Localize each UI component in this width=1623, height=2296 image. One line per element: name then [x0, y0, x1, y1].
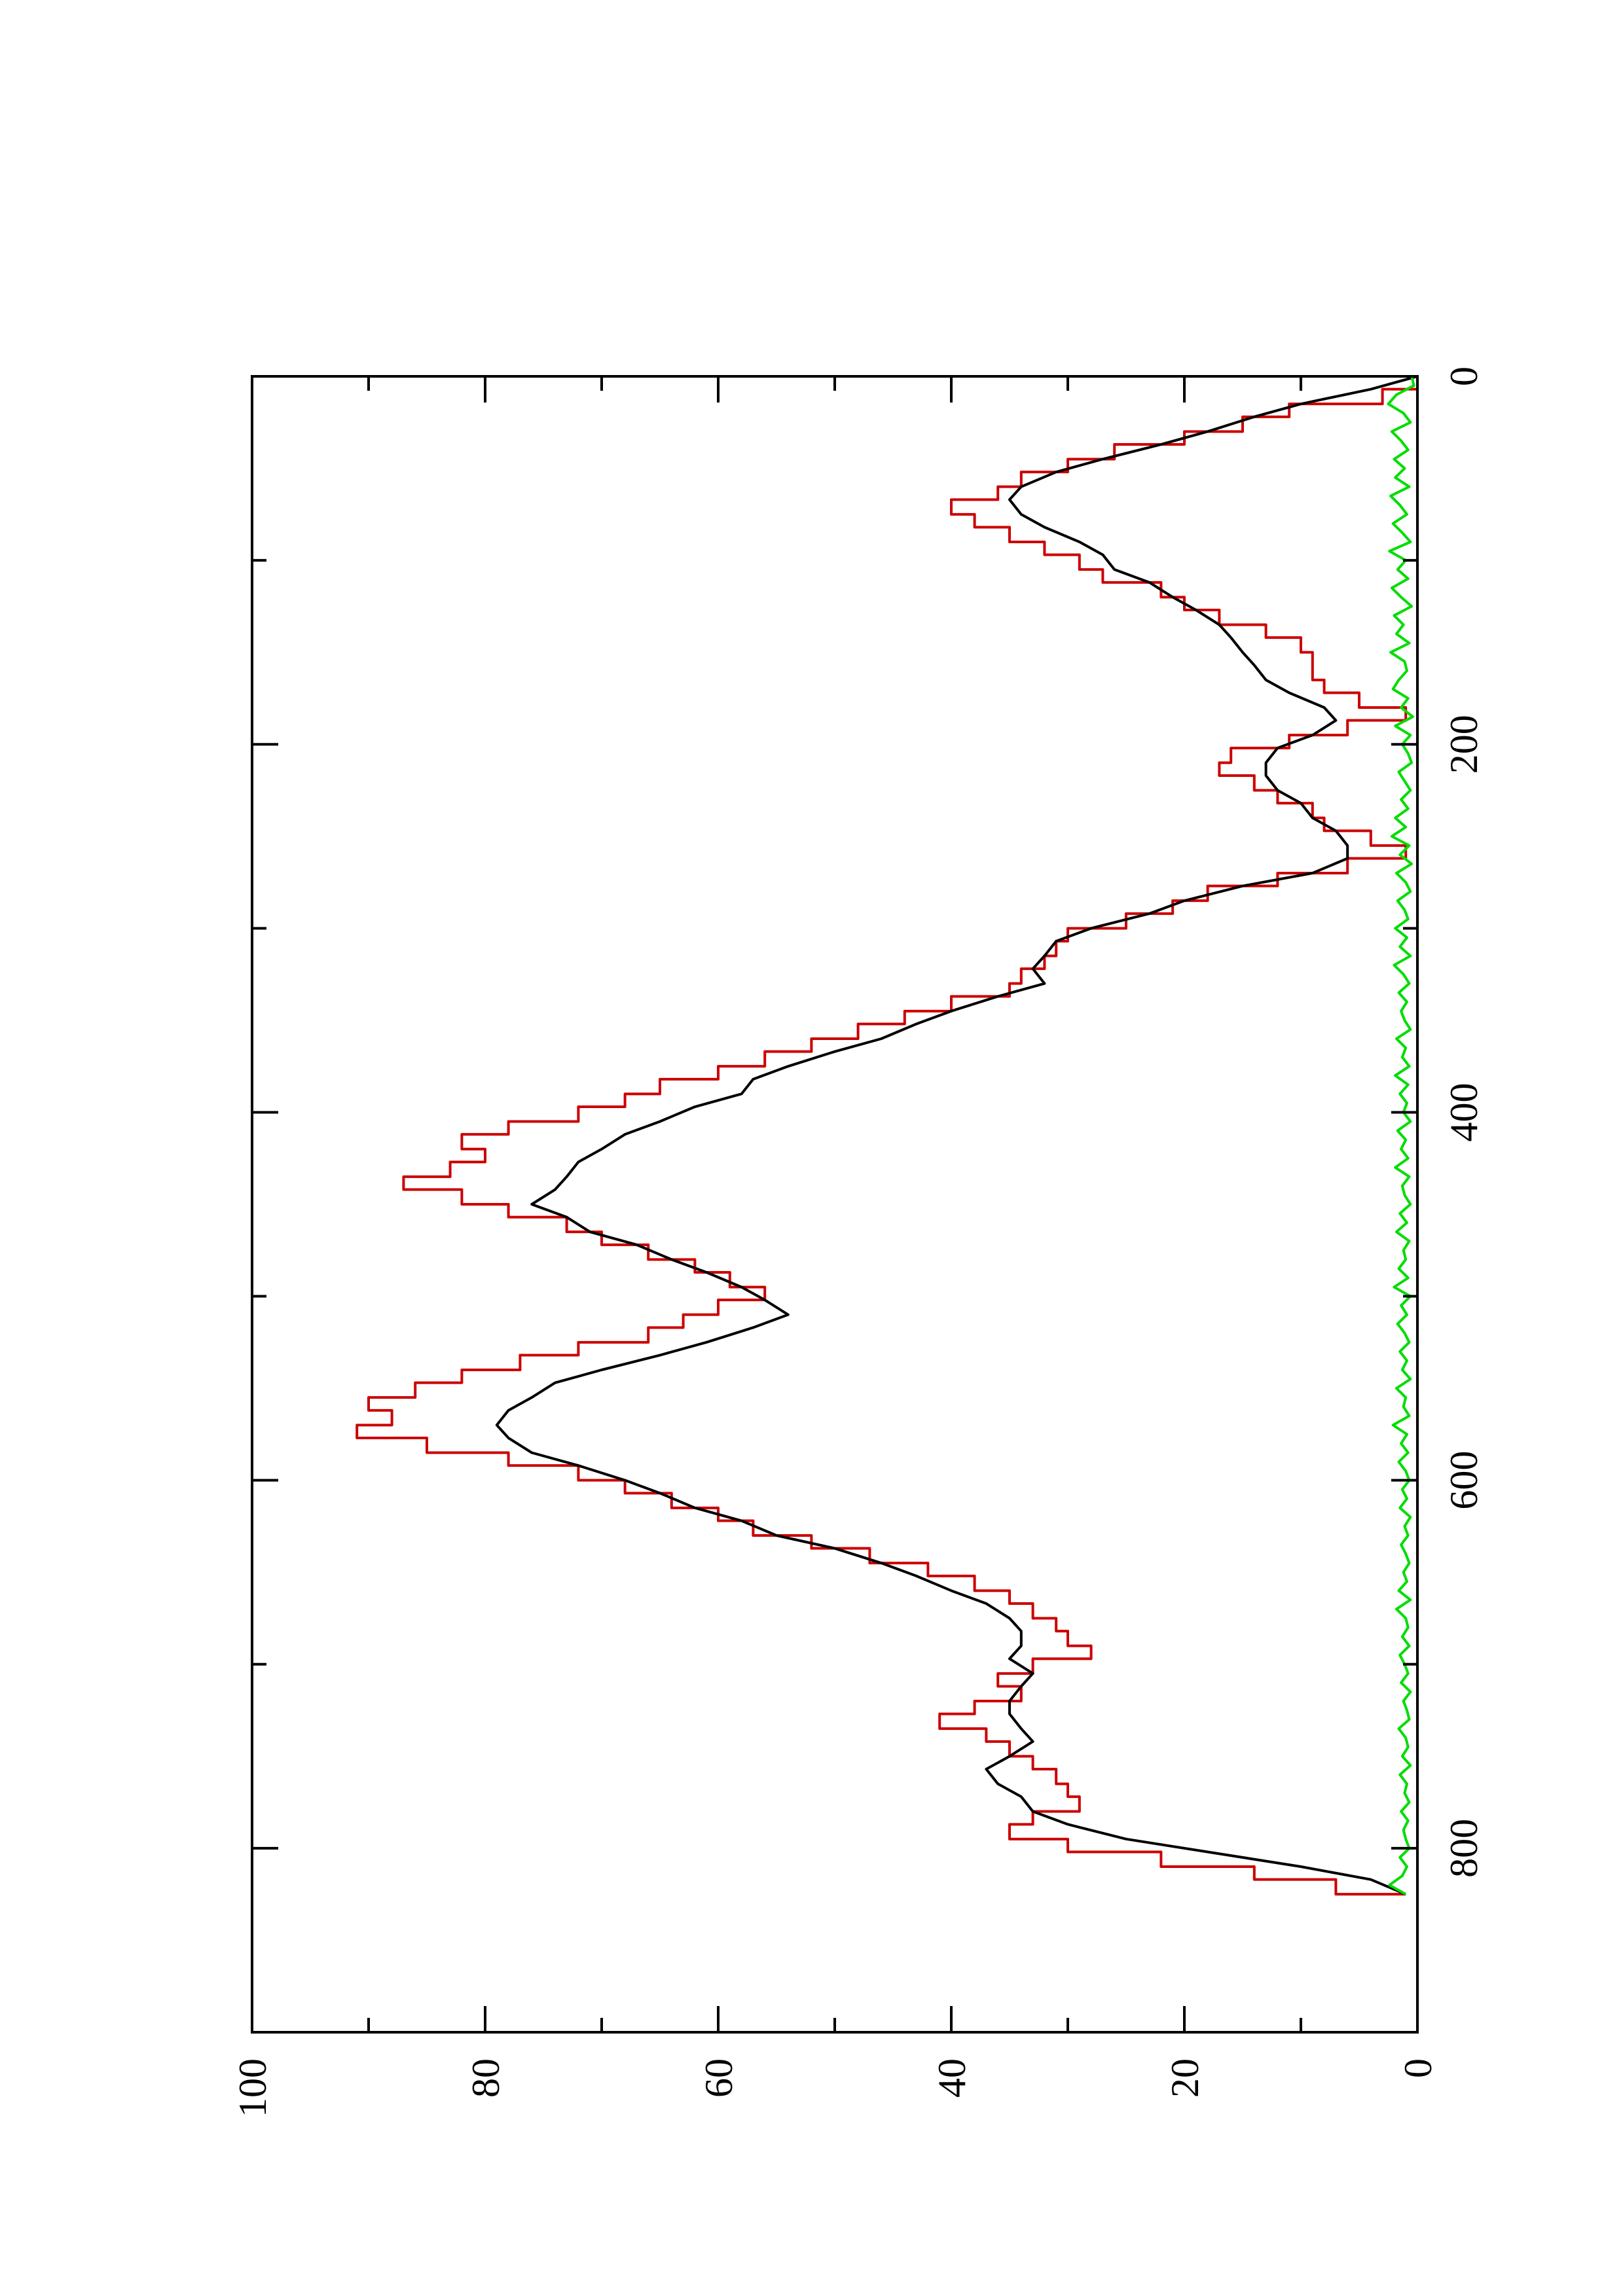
y-tick-label: 0 — [1396, 2058, 1440, 2078]
series-layer — [356, 375, 1419, 1896]
x-tick-label: 800 — [1442, 1819, 1486, 1878]
x-tick-label: 600 — [1442, 1451, 1486, 1510]
x-tick-label: 400 — [1442, 1083, 1486, 1141]
y-tick-label: 20 — [1163, 2058, 1207, 2098]
label-layer: 0 200 400 600 800 0 20 40 60 80 100 — [231, 367, 1486, 2117]
series-line-0 — [356, 376, 1419, 1896]
y-tick-label: 60 — [697, 2058, 740, 2098]
y-tick-label: 100 — [231, 2058, 274, 2117]
tick-layer — [251, 375, 1419, 2032]
series-line-2 — [1387, 376, 1415, 1895]
series-line-1 — [495, 375, 1418, 1896]
y-tick-label: 80 — [464, 2058, 507, 2098]
plot-group: 0 200 400 600 800 0 20 40 60 80 100 — [231, 367, 1486, 2117]
y-tick-label: 40 — [930, 2058, 974, 2098]
x-tick-label: 200 — [1442, 715, 1486, 774]
x-tick-label: 0 — [1442, 367, 1486, 386]
